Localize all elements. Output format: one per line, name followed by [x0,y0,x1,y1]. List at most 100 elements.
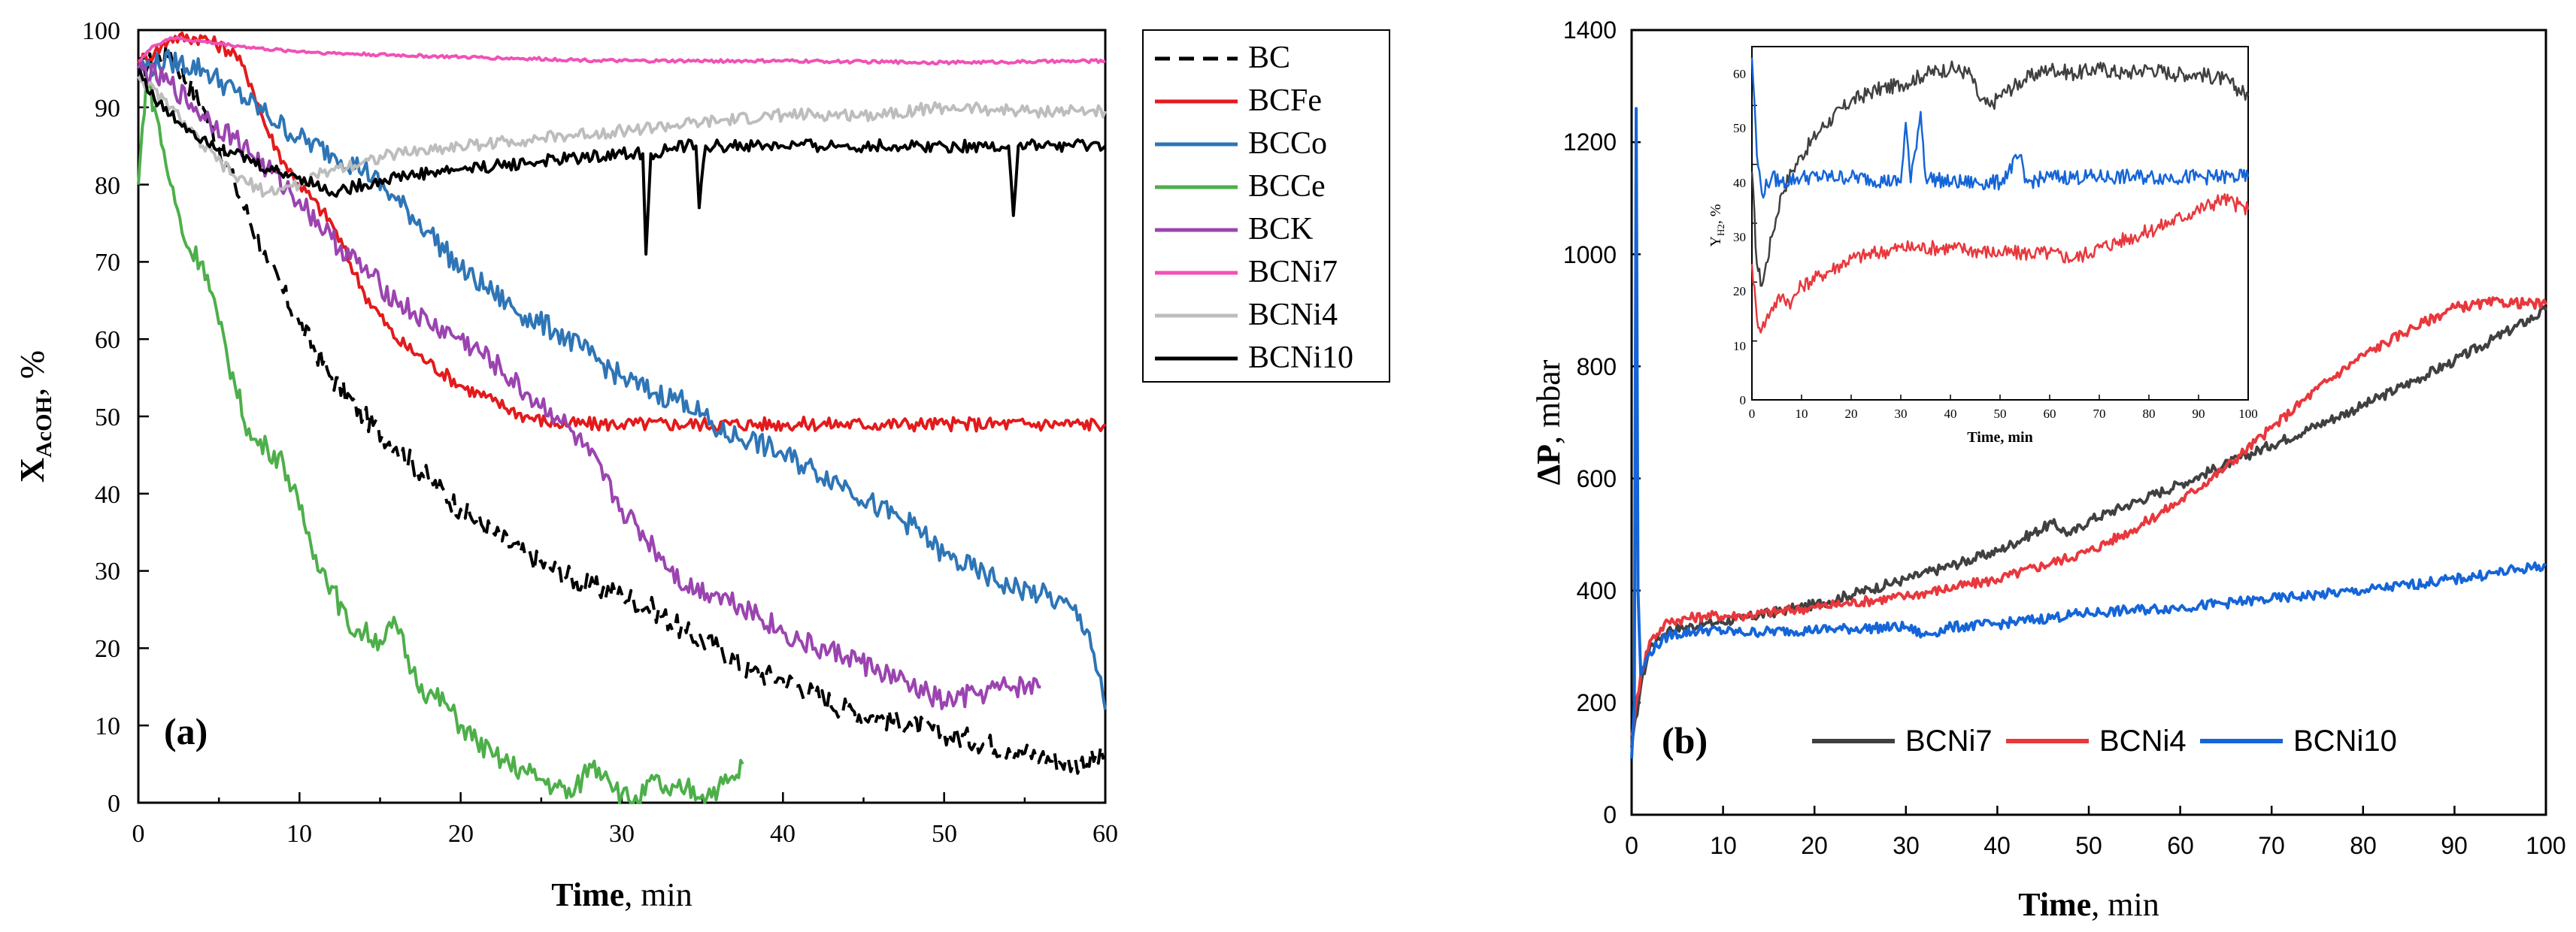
legend-label-b-bcni4: BCNi4 [2099,725,2187,758]
chart-a-ytick-label: 100 [82,17,120,45]
chart-b-xtick-label: 30 [1893,832,1920,859]
chart-a-ytick-label: 90 [95,95,120,123]
chart-b-ytick-label: 800 [1577,353,1617,380]
chart-b-x-axis-title: Time, min [2018,886,2159,923]
series-line-b-bcni10 [1750,57,2250,199]
chart-a-x-tick-labels: 0 10 20 30 40 50 60 [132,820,1119,848]
legend-label-b-bcni7: BCNi7 [1905,725,1993,758]
inset-xtick-label: 10 [1796,407,1808,421]
inset-xtick-label: 90 [2193,407,2205,421]
chart-a-legend-frame [1142,29,1390,383]
chart-b-ytick-label: 1400 [1563,17,1617,44]
chart-b-xtick-label: 80 [2350,832,2377,859]
inset-ytick-label: 0 [1740,393,1747,407]
chart-b-xtick-label: 60 [2167,832,2194,859]
inset-ytick-label: 50 [1733,121,1746,135]
chart-b-lines [1630,107,2547,759]
chart-a-ytick-label: 0 [108,790,120,818]
chart-a-y-axis-title: XAcOH, % [13,350,56,483]
chart-b-xtick-label: 20 [1801,832,1828,859]
chart-b-xtick-label: 0 [1625,832,1638,859]
inset-x-axis-title: Time, min [1967,429,2032,446]
chart-b-ytick-label: 200 [1577,689,1617,716]
series-line-bcni7 [138,35,1106,66]
legend-label-bcfe: BCFe [1248,83,1322,118]
chart-a-ticks [137,29,1107,804]
chart-b-xtick-label: 100 [2526,832,2565,859]
chart-a-ytick-label: 10 [95,713,120,740]
chart-b-ytick-label: 600 [1577,465,1617,492]
chart-b-inset: 0 10 20 30 40 50 60 0 10 20 30 40 50 60 … [1708,46,2258,446]
legend-label-bcni10: BCNi10 [1248,340,1353,375]
inset-y-axis-title: YH2, % [1708,204,1726,247]
legend-label-bcco: BCCo [1248,126,1327,161]
legend-label-bcni4: BCNi4 [1248,298,1338,332]
inset-ytick-label: 10 [1733,339,1746,353]
chart-a-xtick-label: 40 [770,820,796,848]
series-line-b-bcni7 [1750,60,2250,287]
chart-a-x-axis-title: Time, min [551,876,692,913]
chart-b-legend: BCNi7 BCNi4 BCNi10 [1812,725,2397,758]
chart-b-x-tick-labels: 0 10 20 30 40 50 60 70 80 90 100 [1625,832,2566,859]
inset-ytick-label: 30 [1733,230,1746,244]
chart-a-plot-frame [137,29,1107,804]
chart-b: 0 200 400 600 800 1000 1200 1400 0 10 20… [1530,17,2566,923]
chart-a-xtick-label: 20 [448,820,474,848]
chart-a-xtick-label: 30 [609,820,635,848]
chart-b-y-axis-title: ΔP, mbar [1530,359,1567,485]
series-line-bcni10 [137,68,1107,256]
chart-b-xtick-label: 90 [2441,832,2468,859]
chart-b-xtick-label: 70 [2258,832,2285,859]
inset-ytick-label: 40 [1733,176,1746,190]
inset-xtick-label: 70 [2093,407,2106,421]
chart-a-xtick-label: 60 [1093,820,1118,848]
chart-b-ytick-label: 1200 [1563,129,1617,156]
inset-xtick-label: 60 [2044,407,2056,421]
series-line-bcco [137,49,1107,710]
legend-label-bcni7: BCNi7 [1248,255,1338,289]
chart-a-xtick-label: 50 [932,820,957,848]
chart-a: 0 10 20 30 40 50 60 70 80 90 100 0 10 20… [13,17,1390,913]
inset-y-tick-labels: 0 10 20 30 40 50 60 [1733,67,1746,407]
inset-xtick-label: 100 [2238,407,2258,421]
legend-label-bc: BC [1248,41,1290,75]
chart-a-ytick-label: 50 [95,404,120,431]
legend-label-bck: BCK [1248,212,1313,247]
inset-xtick-label: 40 [1944,407,1957,421]
chart-a-ytick-label: 60 [95,326,120,354]
inset-xtick-label: 20 [1845,407,1858,421]
chart-b-panel-label: (b) [1662,719,1708,761]
series-line-b-bcni4 [1750,193,2250,334]
chart-b-ytick-label: 0 [1603,801,1617,828]
inset-xtick-label: 50 [1994,407,2007,421]
inset-ytick-label: 20 [1733,284,1746,298]
chart-a-legend: BC BCFe BCCo BCCe BCK BCNi7 BCNi4 BCNi10 [1142,29,1390,383]
series-line-bcfe [137,32,1107,433]
series-line-bcce [137,74,744,804]
chart-a-xtick-label: 0 [132,820,145,848]
inset-xtick-label: 80 [2143,407,2156,421]
inset-ytick-label: 60 [1733,67,1746,81]
series-line-b-bcni10 [1630,107,2547,759]
chart-b-y-tick-labels: 0 200 400 600 800 1000 1200 1400 [1563,17,1617,828]
chart-a-ytick-label: 30 [95,558,120,586]
chart-b-xtick-label: 50 [2075,832,2102,859]
chart-a-panel-label: (a) [164,710,208,752]
series-line-bcni4 [137,75,1107,198]
series-line-b-bcni4 [1630,296,2547,737]
inset-xtick-label: 0 [1749,407,1756,421]
series-line-bc [137,44,1107,775]
chart-a-ytick-label: 70 [95,249,120,277]
chart-a-y-tick-labels: 0 10 20 30 40 50 60 70 80 90 100 [82,17,120,818]
chart-b-ytick-label: 400 [1577,577,1617,604]
chart-b-xtick-label: 10 [1710,832,1737,859]
chart-b-xtick-label: 40 [1984,832,2011,859]
legend-label-bcce: BCCe [1248,169,1326,204]
chart-a-ytick-label: 80 [95,172,120,200]
chart-a-ytick-label: 40 [95,481,120,509]
chart-a-ytick-label: 20 [95,635,120,663]
legend-label-b-bcni10: BCNi10 [2293,725,2397,758]
chart-a-lines [137,32,1107,804]
chart-b-ytick-label: 1000 [1563,241,1617,268]
